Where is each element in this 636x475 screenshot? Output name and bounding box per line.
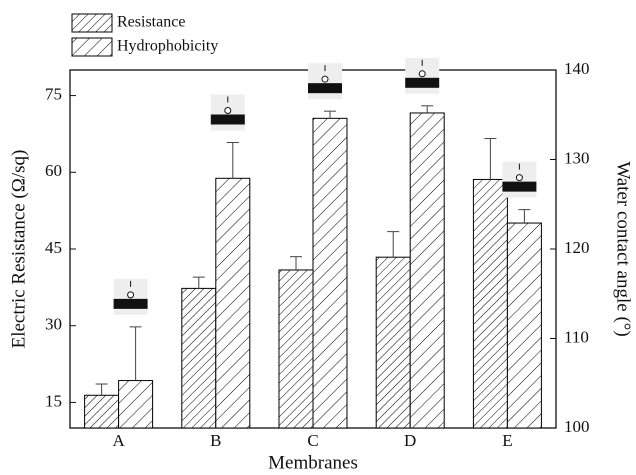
y2-axis-title: Water contact angle (°): [613, 161, 634, 336]
legend-label: Resistance: [117, 14, 185, 31]
y-tick-label: 75: [45, 84, 62, 103]
droplet: [418, 70, 426, 78]
droplet: [321, 75, 329, 83]
droplet-substrate: [405, 77, 440, 88]
y-tick-label: 60: [45, 161, 62, 180]
droplet: [515, 174, 523, 182]
x-tick-label: C: [307, 431, 318, 450]
droplet-substrate: [502, 181, 537, 192]
y2-tick-label: 120: [564, 238, 590, 257]
bar: [181, 287, 217, 429]
droplet-substrate: [308, 83, 342, 94]
droplet: [224, 106, 232, 114]
droplet: [127, 291, 135, 299]
bar: [215, 177, 251, 429]
y2-tick-label: 140: [564, 59, 590, 78]
legend-label: Hydrophobicity: [117, 38, 218, 55]
x-tick-label: D: [404, 431, 416, 450]
y-tick-label: 30: [45, 315, 62, 334]
x-axis-title: Membranes: [268, 452, 358, 473]
droplet-substrate: [113, 298, 148, 309]
y2-tick-label: 110: [564, 327, 589, 346]
x-tick-label: A: [112, 431, 125, 450]
bar: [375, 256, 411, 429]
x-tick-label: E: [502, 431, 512, 450]
bar: [278, 269, 314, 429]
droplet-substrate: [210, 114, 245, 125]
legend-swatch: [71, 13, 113, 33]
legend-swatch: [71, 37, 113, 57]
bar: [472, 178, 508, 429]
y2-tick-label: 130: [564, 148, 590, 167]
bar: [84, 394, 120, 429]
y-tick-label: 45: [45, 238, 62, 257]
y-tick-label: 15: [45, 391, 62, 410]
bar: [409, 112, 445, 429]
bar: [312, 117, 348, 429]
x-tick-label: B: [210, 431, 221, 450]
y-axis-title: Electric Resistance (Ω/sq): [8, 150, 29, 349]
bar: [118, 380, 154, 429]
y2-tick-label: 100: [564, 417, 590, 436]
bar: [506, 222, 542, 429]
